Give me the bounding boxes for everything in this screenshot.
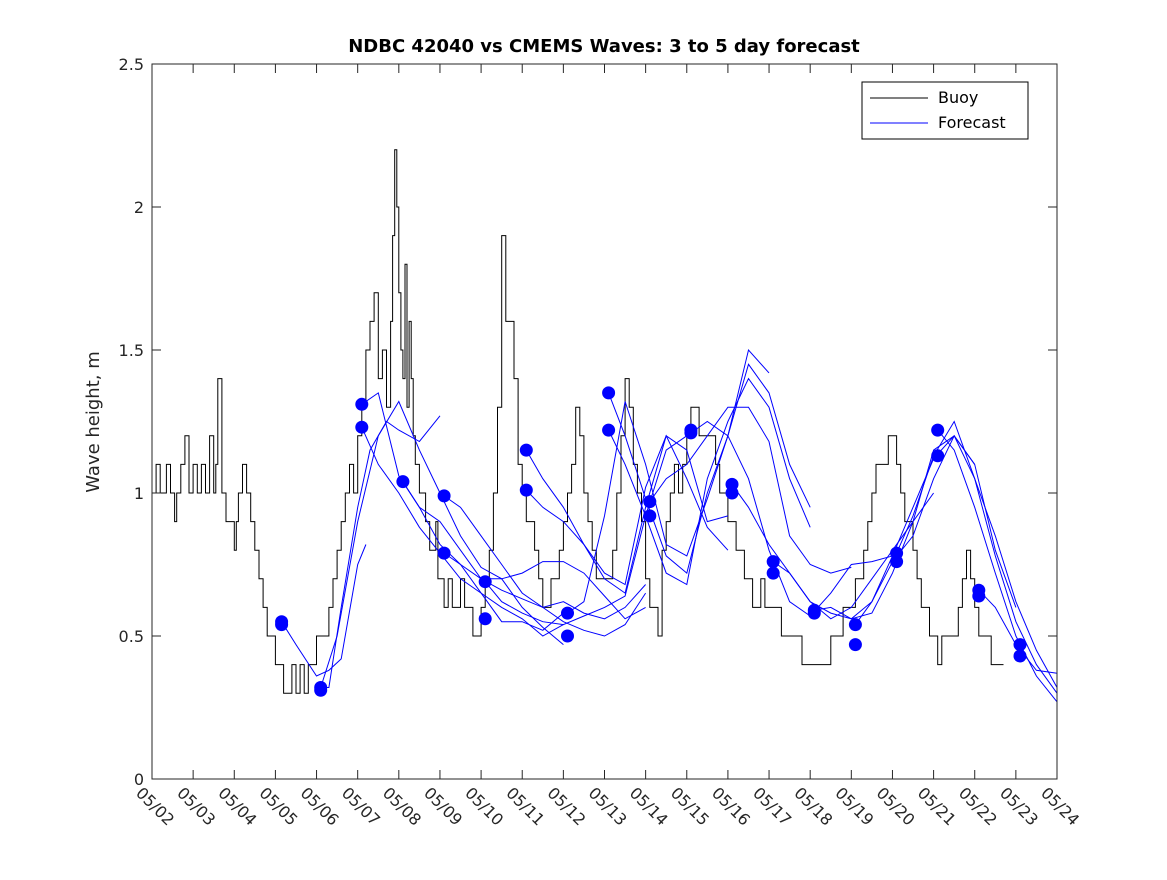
forecast-start-marker [561,629,574,643]
forecast-line-20 [896,420,1058,694]
forecast-start-marker [931,449,945,463]
y-tick-label: 0.5 [119,627,144,646]
forecast-start-marker [725,486,739,500]
data-layer [152,149,1058,703]
forecast-start-marker [807,606,821,620]
y-tick-label: 1 [134,484,144,503]
y-axis-label: Wave height, m [83,351,104,492]
forecast-start-marker [519,443,533,457]
forecast-start-marker [643,509,657,523]
forecast-start-marker [643,495,657,509]
forecast-start-marker [561,606,574,620]
forecast-line-14 [649,406,852,574]
legend-forecast-label: Forecast [938,113,1006,132]
forecast-start-marker [766,566,780,580]
forecast-start-marker [848,638,862,652]
forecast-start-marker [848,618,862,632]
forecast-line-12 [608,363,811,574]
forecast-line-18 [814,435,1017,620]
forecast-start-marker [355,397,369,411]
forecast-start-marker [1013,638,1027,652]
forecast-start-marker [602,386,616,400]
y-tick-label: 2.5 [119,55,144,74]
forecast-start-marker [478,612,492,626]
forecast-line-15 [690,420,893,617]
forecast-start-marker [519,483,533,497]
y-tick-label: 1.5 [119,341,144,360]
forecast-start-marker [931,423,945,437]
forecast-start-marker [478,575,492,589]
forecast-start-marker [766,555,780,569]
y-tick-label: 2 [134,198,144,217]
buoy-series-line [152,149,1004,694]
forecast-start-marker [355,420,369,434]
forecast-start-marker [314,683,328,697]
forecast-line-9 [525,434,729,594]
forecast-line-5 [402,481,646,620]
forecast-line-8 [484,435,688,626]
forecast-line-7 [443,552,646,620]
forecast-line-10 [525,434,729,586]
forecast-line-21 [937,429,1058,703]
legend-buoy-label: Buoy [938,88,978,107]
legend: Buoy Forecast [861,81,1029,140]
forecast-line-4 [361,426,564,637]
forecast-start-marker [684,423,698,437]
forecast-line-19 [854,434,1058,688]
legend-box [861,81,1029,140]
forecast-start-marker [602,423,616,437]
forecast-line-1 [320,415,441,688]
forecast-start-marker [972,589,986,603]
chart-title: NDBC 42040 vs CMEMS Waves: 3 to 5 day fo… [348,36,860,57]
forecast-start-marker [396,475,410,489]
forecast-line-0 [281,544,367,677]
forecast-line-13 [608,377,811,586]
forecast-start-marker [275,618,289,632]
y-tick-label: 0 [134,770,144,789]
forecast-start-marker [437,489,451,503]
forecast-start-marker [890,555,904,569]
forecast-start-marker [437,546,451,560]
forecast-start-marker [1013,649,1027,663]
